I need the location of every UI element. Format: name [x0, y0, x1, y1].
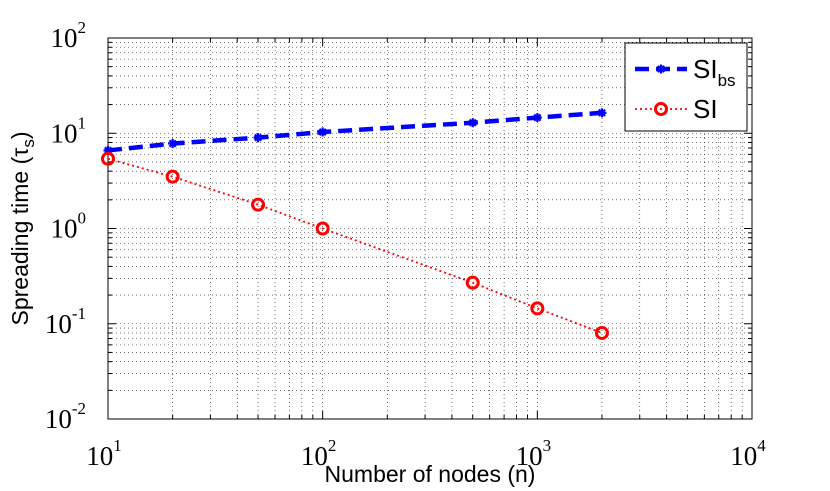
series-layer: [101, 108, 609, 340]
legend-marker-si-bs: [656, 64, 666, 74]
y-axis-label: Spreading time (τs): [7, 131, 38, 325]
x-axis-label: Number of nodes (n): [325, 461, 536, 487]
x-tick-label: 102: [301, 436, 337, 471]
data-point: [101, 151, 115, 166]
series-line-1: [107, 157, 603, 334]
data-point: [253, 133, 263, 143]
data-point: [468, 118, 478, 128]
legend-entry-si: SI: [635, 94, 718, 124]
axis-tick-marks: [107, 38, 752, 420]
data-point: [594, 325, 609, 340]
data-point: [251, 197, 266, 212]
series-line-0: [107, 110, 603, 153]
data-point: [597, 108, 607, 118]
y-axis-label-main: Spreading time (τ: [7, 148, 33, 326]
y-tick-label: 100: [51, 209, 87, 244]
series-1: [101, 151, 609, 340]
x-tick-label: 101: [86, 436, 122, 471]
legend-label-si-bs: SIbs: [693, 54, 736, 90]
y-axis-label-close: ): [7, 131, 33, 139]
data-point: [165, 169, 180, 184]
legend: SIbs SI: [624, 42, 748, 132]
legend-box: [624, 42, 748, 132]
tick-labels: 101 102 103 104 10-2 10-1 100 101 102: [45, 18, 766, 471]
data-point: [318, 127, 328, 137]
y-tick-label: 102: [51, 18, 87, 53]
data-point: [532, 113, 542, 123]
legend-marker-shape: [656, 64, 666, 74]
x-tick-label: 103: [516, 436, 552, 471]
legend-marker-si: [654, 102, 668, 116]
series-0: [103, 108, 607, 155]
y-tick-label: 10-1: [45, 304, 86, 339]
legend-marker-shape: [654, 102, 668, 116]
data-point: [315, 221, 330, 236]
legend-entry-si-bs: SIbs: [635, 54, 736, 90]
y-tick-label: 101: [51, 113, 87, 148]
data-point: [168, 139, 178, 149]
y-tick-label: 10-2: [45, 399, 86, 434]
x-tick-label: 104: [730, 436, 766, 471]
legend-label-si-main: SI: [693, 94, 718, 124]
legend-label-si-bs-main: SI: [693, 54, 718, 84]
legend-label-si: SI: [693, 94, 718, 124]
data-point: [530, 301, 545, 316]
legend-label-si-bs-subscript: bs: [718, 71, 736, 90]
y-axis-label-subscript: s: [19, 139, 38, 148]
data-point: [465, 275, 480, 290]
